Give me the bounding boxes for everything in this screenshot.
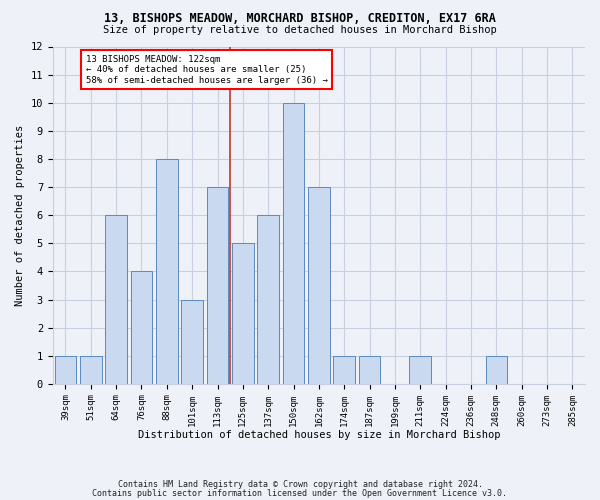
Text: 13, BISHOPS MEADOW, MORCHARD BISHOP, CREDITON, EX17 6RA: 13, BISHOPS MEADOW, MORCHARD BISHOP, CRE…	[104, 12, 496, 26]
Bar	[485, 356, 507, 384]
Text: Contains public sector information licensed under the Open Government Licence v3: Contains public sector information licen…	[92, 488, 508, 498]
Bar	[207, 187, 228, 384]
Text: Contains HM Land Registry data © Crown copyright and database right 2024.: Contains HM Land Registry data © Crown c…	[118, 480, 482, 489]
Bar	[308, 187, 329, 384]
X-axis label: Distribution of detached houses by size in Morchard Bishop: Distribution of detached houses by size …	[137, 430, 500, 440]
Bar	[55, 356, 76, 384]
Bar	[283, 102, 304, 384]
Text: Size of property relative to detached houses in Morchard Bishop: Size of property relative to detached ho…	[103, 25, 497, 35]
Text: 13 BISHOPS MEADOW: 122sqm
← 40% of detached houses are smaller (25)
58% of semi-: 13 BISHOPS MEADOW: 122sqm ← 40% of detac…	[86, 55, 328, 84]
Bar	[334, 356, 355, 384]
Bar	[359, 356, 380, 384]
Y-axis label: Number of detached properties: Number of detached properties	[15, 124, 25, 306]
Bar	[181, 300, 203, 384]
Bar	[409, 356, 431, 384]
Bar	[131, 272, 152, 384]
Bar	[106, 215, 127, 384]
Bar	[257, 215, 279, 384]
Bar	[232, 244, 254, 384]
Bar	[156, 159, 178, 384]
Bar	[80, 356, 101, 384]
